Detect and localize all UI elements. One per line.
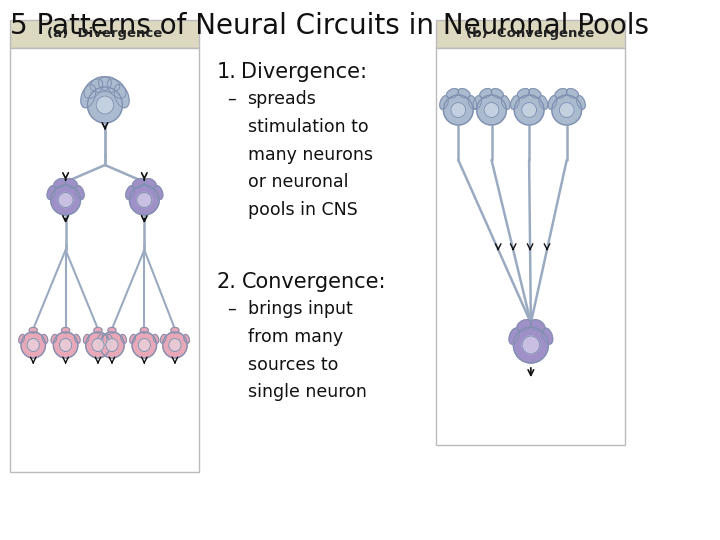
Ellipse shape xyxy=(517,89,529,98)
Ellipse shape xyxy=(161,334,166,343)
Ellipse shape xyxy=(74,334,80,343)
Ellipse shape xyxy=(154,186,163,199)
Ellipse shape xyxy=(99,77,120,92)
Ellipse shape xyxy=(528,89,541,98)
Ellipse shape xyxy=(58,192,73,207)
Ellipse shape xyxy=(107,79,126,98)
Ellipse shape xyxy=(66,179,78,188)
Ellipse shape xyxy=(138,339,150,352)
Ellipse shape xyxy=(42,334,48,343)
Ellipse shape xyxy=(54,179,66,188)
Ellipse shape xyxy=(513,327,549,363)
Ellipse shape xyxy=(458,89,470,98)
Ellipse shape xyxy=(126,186,135,199)
FancyBboxPatch shape xyxy=(436,48,626,445)
Ellipse shape xyxy=(19,334,24,343)
FancyBboxPatch shape xyxy=(436,20,626,48)
Ellipse shape xyxy=(137,192,152,207)
Ellipse shape xyxy=(440,96,449,109)
Ellipse shape xyxy=(87,87,122,123)
Ellipse shape xyxy=(130,185,159,215)
Ellipse shape xyxy=(514,95,544,125)
Ellipse shape xyxy=(96,96,114,114)
Ellipse shape xyxy=(60,339,72,352)
Ellipse shape xyxy=(509,328,519,344)
Ellipse shape xyxy=(51,334,57,343)
Ellipse shape xyxy=(114,84,129,108)
Ellipse shape xyxy=(184,334,189,343)
Ellipse shape xyxy=(132,179,145,188)
Ellipse shape xyxy=(132,332,156,358)
Ellipse shape xyxy=(121,334,127,343)
Ellipse shape xyxy=(153,334,159,343)
Ellipse shape xyxy=(577,96,585,109)
Text: 5 Patterns of Neural Circuits in Neuronal Pools: 5 Patterns of Neural Circuits in Neurona… xyxy=(11,12,649,40)
Ellipse shape xyxy=(21,332,45,358)
Ellipse shape xyxy=(163,332,187,358)
Ellipse shape xyxy=(53,332,78,358)
Text: (a)  Divergence: (a) Divergence xyxy=(48,28,163,40)
Text: 2.: 2. xyxy=(217,272,237,292)
Ellipse shape xyxy=(468,96,477,109)
Ellipse shape xyxy=(510,96,519,109)
Ellipse shape xyxy=(108,327,116,333)
Ellipse shape xyxy=(477,95,506,125)
Ellipse shape xyxy=(84,334,89,343)
Ellipse shape xyxy=(47,186,55,199)
Ellipse shape xyxy=(480,89,492,98)
Ellipse shape xyxy=(86,332,110,358)
FancyBboxPatch shape xyxy=(11,20,199,48)
Ellipse shape xyxy=(90,77,112,92)
Ellipse shape xyxy=(84,79,103,98)
Ellipse shape xyxy=(484,103,499,118)
Ellipse shape xyxy=(130,334,135,343)
Ellipse shape xyxy=(522,336,539,354)
Ellipse shape xyxy=(531,320,545,331)
Ellipse shape xyxy=(144,179,156,188)
Ellipse shape xyxy=(99,332,124,358)
Ellipse shape xyxy=(50,185,81,215)
Ellipse shape xyxy=(542,328,553,344)
Ellipse shape xyxy=(501,96,510,109)
Ellipse shape xyxy=(444,95,473,125)
FancyBboxPatch shape xyxy=(11,48,199,472)
Ellipse shape xyxy=(548,96,557,109)
Ellipse shape xyxy=(81,84,96,108)
Ellipse shape xyxy=(140,327,148,333)
Ellipse shape xyxy=(539,96,548,109)
Ellipse shape xyxy=(27,339,40,352)
Ellipse shape xyxy=(106,339,118,352)
Ellipse shape xyxy=(168,339,181,352)
Ellipse shape xyxy=(517,320,531,331)
Ellipse shape xyxy=(491,89,503,98)
Ellipse shape xyxy=(446,89,459,98)
Ellipse shape xyxy=(30,327,37,333)
Ellipse shape xyxy=(451,103,466,118)
Ellipse shape xyxy=(61,327,70,333)
Text: Divergence:: Divergence: xyxy=(241,62,367,82)
Text: –: – xyxy=(228,300,236,318)
Text: brings input
from many
sources to
single neuron: brings input from many sources to single… xyxy=(248,300,366,401)
Ellipse shape xyxy=(552,95,582,125)
Ellipse shape xyxy=(97,334,103,343)
Ellipse shape xyxy=(473,96,482,109)
Text: 1.: 1. xyxy=(217,62,237,82)
Ellipse shape xyxy=(76,186,84,199)
Ellipse shape xyxy=(522,103,536,118)
Ellipse shape xyxy=(94,327,102,333)
Ellipse shape xyxy=(567,89,579,98)
Ellipse shape xyxy=(559,103,574,118)
Ellipse shape xyxy=(171,327,179,333)
Text: –: – xyxy=(228,90,236,108)
Text: (b)  Convergence: (b) Convergence xyxy=(467,28,595,40)
Ellipse shape xyxy=(107,334,112,343)
Text: Convergence:: Convergence: xyxy=(241,272,386,292)
Text: spreads
stimulation to
many neurons
or neuronal
pools in CNS: spreads stimulation to many neurons or n… xyxy=(248,90,372,219)
Ellipse shape xyxy=(92,339,104,352)
Ellipse shape xyxy=(555,89,567,98)
